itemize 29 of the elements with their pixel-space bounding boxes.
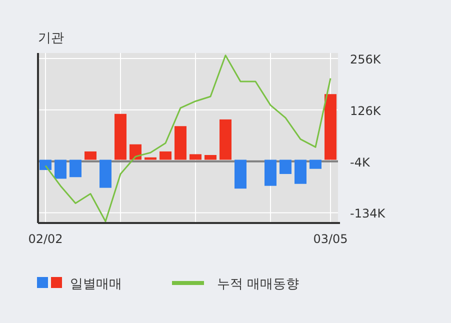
bar [40,160,52,170]
bar [280,160,292,174]
legend-item: 일별매매 [37,277,122,292]
bar [310,160,322,169]
bar [174,126,186,160]
line-series [44,54,332,222]
bar [324,94,336,160]
bar [54,160,66,179]
bar [264,160,276,186]
legend-label: 일별매매 [70,277,122,292]
legend-item: 누적 매매동향 [172,277,300,292]
bar [204,155,216,160]
bar [84,151,96,160]
bar [100,160,112,188]
y-tick-label: -134K [350,206,386,221]
bar [220,119,232,160]
bar [190,154,202,160]
bar [114,114,126,160]
bar [70,160,82,178]
y-tick-label: 256K [350,52,382,67]
bar [234,160,246,189]
x-tick-label: 02/02 [28,232,63,246]
y-tick-label: -4K [350,155,371,170]
y-tick-label: 126K [350,104,382,118]
x-tick-label: 03/05 [313,232,348,246]
legend-label: 누적 매매동향 [217,277,300,292]
bar [294,160,306,184]
chart-title: 기관 [38,31,64,46]
bar [160,151,172,160]
